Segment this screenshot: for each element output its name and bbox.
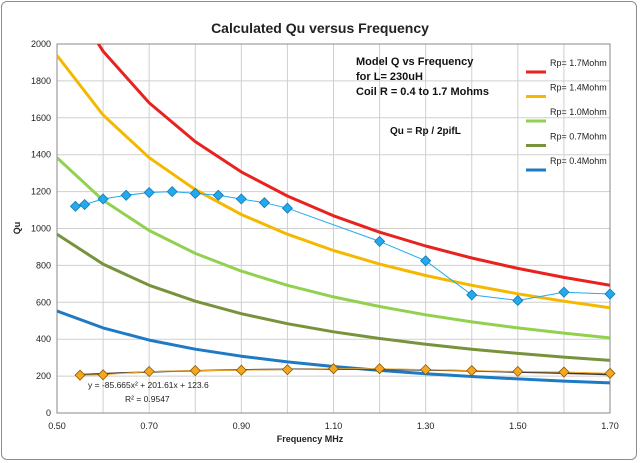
x-tick-label: 0.70 [140, 421, 158, 431]
y-tick-label: 800 [36, 260, 51, 270]
measured-low-point [604, 367, 616, 379]
x-axis-title: Frequency MHz [277, 434, 344, 444]
measured-point [212, 189, 224, 201]
measured-point [281, 202, 293, 214]
y-axis-ticks: 0 200 400 600 800 1000 1200 1400 1600 1800 2000 [31, 39, 51, 418]
y-tick-label: 0 [46, 408, 51, 418]
plot-area [56, 43, 611, 414]
y-tick-label: 200 [36, 371, 51, 381]
series-line [57, 156, 610, 340]
measured-low-point [327, 363, 340, 375]
measured-low-point [189, 364, 201, 377]
measured-low-series [74, 363, 616, 381]
y-tick-label: 600 [36, 297, 51, 307]
y-tick-label: 1000 [31, 224, 51, 234]
measured-low-point [74, 369, 86, 381]
x-tick-label: 1.70 [601, 421, 619, 431]
measured-low-point [235, 364, 247, 376]
measured-point [166, 186, 178, 198]
measured-point [120, 189, 132, 201]
x-tick-label: 0.90 [233, 421, 251, 431]
measured-point [79, 198, 91, 211]
series-line [57, 232, 610, 362]
gridlines [57, 44, 610, 413]
x-tick-label: 0.50 [48, 421, 66, 431]
measured-point [97, 193, 109, 205]
legend-label: Rp= 0.7Mohm [550, 132, 607, 142]
measured-low-point [466, 364, 478, 377]
chart-title: Calculated Qu versus Frequency [211, 20, 429, 36]
measured-point [189, 187, 201, 200]
measured-point [604, 288, 616, 300]
measured-point [258, 197, 270, 209]
legend-label: Rp= 1.4Mohm [550, 83, 607, 93]
measured-low-point [558, 366, 570, 378]
y-tick-label: 1800 [31, 76, 51, 86]
legend-label: Rp= 1.0Mohm [550, 107, 607, 117]
fit-r2: R² = 0.9547 [125, 394, 170, 404]
measured-point [558, 286, 570, 298]
model-note-line-1: Model Q vs Frequency [356, 56, 474, 68]
measured-point [69, 200, 81, 212]
measured-low-point [281, 364, 293, 376]
series-line [96, 44, 610, 287]
x-tick-label: 1.30 [417, 421, 435, 431]
x-tick-label: 1.50 [509, 421, 527, 431]
y-tick-label: 1400 [31, 150, 51, 160]
measured-low-point [420, 364, 432, 376]
y-tick-label: 1200 [31, 187, 51, 197]
y-axis-title: Qu [12, 222, 22, 235]
model-note-line-3: Coil R = 0.4 to 1.7 Mohms [356, 86, 489, 98]
series-line [57, 54, 610, 310]
fit-equation: y = -85.665x² + 201.61x + 123.6 [88, 380, 209, 390]
measured-line [75, 191, 611, 302]
y-tick-label: 400 [36, 334, 51, 344]
measured-low-point [374, 363, 386, 375]
measured-point [420, 255, 432, 267]
measured-low-point [97, 369, 109, 381]
model-note-line-2: for L= 230uH [356, 71, 423, 83]
measured-point [466, 289, 478, 301]
y-tick-label: 1600 [31, 113, 51, 123]
measured-point [143, 186, 155, 199]
measured-low-point [512, 365, 524, 378]
legend-label: Rp= 0.4Mohm [550, 156, 607, 166]
y-tick-label: 2000 [31, 39, 51, 49]
measured-point [235, 193, 247, 205]
measured-point [374, 235, 386, 247]
legend-label: Rp= 1.7Mohm [550, 58, 607, 68]
measured-point [512, 294, 524, 307]
x-axis-ticks: 0.50 0.70 0.90 1.10 1.30 1.50 1.70 [48, 421, 619, 431]
formula-note: Qu = Rp / 2pifL [390, 126, 461, 137]
x-tick-label: 1.10 [325, 421, 343, 431]
measured-series [69, 186, 616, 307]
measured-low-point [143, 365, 155, 378]
legend: Rp= 1.7Mohm Rp= 1.4Mohm Rp= 1.0Mohm Rp= 0.7… [526, 58, 607, 172]
